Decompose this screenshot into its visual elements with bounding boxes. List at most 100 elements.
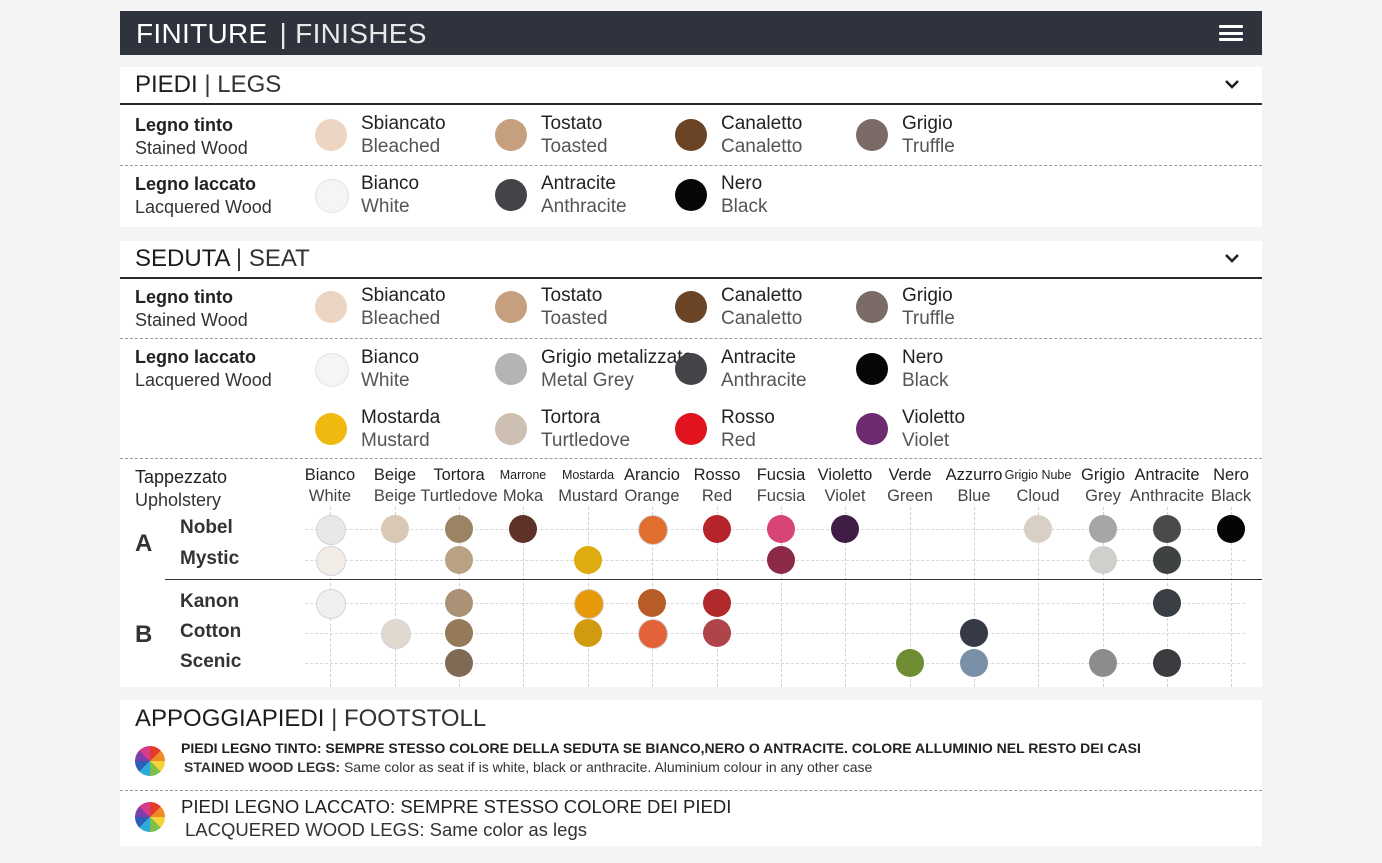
upholstery-column-header: Arancio Orange (624, 466, 680, 505)
grid-line (523, 507, 524, 687)
upholstery-swatch[interactable] (381, 619, 411, 649)
upholstery-swatch[interactable] (1024, 515, 1052, 543)
finish-name-english: Violet (902, 430, 950, 451)
finish-name-english: White (361, 370, 410, 391)
upholstery-swatch[interactable] (703, 589, 731, 617)
legs-stained-row: Legno tinto Stained Wood Sbiancato Bleach… (120, 105, 1262, 166)
color-swatch[interactable] (315, 353, 349, 387)
color-swatch[interactable] (495, 291, 527, 323)
finish-name-english: Metal Grey (541, 370, 634, 391)
upholstery-swatch[interactable] (1153, 649, 1181, 677)
finish-name-italian: Bianco (361, 173, 420, 194)
upholstery-swatch[interactable] (638, 619, 668, 649)
color-swatch[interactable] (675, 179, 707, 211)
upholstery-swatch[interactable] (381, 515, 409, 543)
finish-name-english: Turtledove (541, 430, 631, 451)
color-swatch[interactable] (856, 353, 888, 385)
row-label: Legno tinto Stained Wood (135, 287, 248, 330)
upholstery-swatch[interactable] (960, 619, 988, 647)
upholstery-swatch[interactable] (960, 649, 988, 677)
upholstery-swatch[interactable] (445, 546, 473, 574)
upholstery-column-header: Bianco White (304, 466, 356, 505)
color-swatch[interactable] (675, 119, 707, 151)
finish-label: Mostarda Mustard (361, 406, 440, 452)
upholstery-swatch[interactable] (638, 589, 666, 617)
material-label: Kanon (180, 591, 240, 612)
upholstery-swatch[interactable] (1089, 649, 1117, 677)
title-italian: FINITURE (136, 18, 268, 49)
upholstery-swatch[interactable] (1217, 515, 1245, 543)
material-label: Scenic (180, 651, 242, 672)
finish-name-english: Bleached (361, 136, 441, 157)
color-wheel-icon (135, 802, 165, 832)
seat-lacquered-row: Legno laccato Lacquered Wood Bianco White… (120, 339, 1262, 459)
upholstery-swatch[interactable] (445, 619, 473, 647)
footrest-section-title: APPOGGIAPIEDI | FOOTSTOLL (135, 705, 487, 732)
legs-lacquered-row: Legno laccato Lacquered Wood Bianco White… (120, 166, 1262, 227)
color-swatch[interactable] (495, 413, 527, 445)
upholstery-swatch[interactable] (1153, 546, 1181, 574)
color-swatch[interactable] (495, 179, 527, 211)
upholstery-column-header: Mostarda Mustard (558, 468, 618, 505)
note-english: LACQUERED WOOD LEGS: Same color as legs (185, 819, 587, 840)
upholstery-swatch[interactable] (1089, 546, 1117, 574)
color-swatch[interactable] (315, 413, 347, 445)
finish-name-english: Canaletto (721, 136, 803, 157)
upholstery-swatch[interactable] (509, 515, 537, 543)
footrest-note-stained: PIEDI LEGNO TINTO: SEMPRE STESSO COLORE … (120, 736, 1262, 791)
upholstery-swatch[interactable] (574, 619, 602, 647)
color-swatch[interactable] (315, 291, 347, 323)
finish-name-english: Black (721, 196, 768, 217)
chevron-down-icon[interactable] (1224, 250, 1240, 266)
color-swatch[interactable] (675, 353, 707, 385)
upholstery-swatch[interactable] (638, 515, 668, 545)
color-swatch[interactable] (675, 413, 707, 445)
upholstery-column-header: Grigio Grey (1080, 466, 1125, 505)
finish-name-english: Bleached (361, 308, 441, 329)
grid-line (974, 507, 975, 687)
finish-name-italian: Violetto (902, 407, 966, 428)
finish-label: Bianco White (361, 346, 419, 392)
upholstery-swatch[interactable] (445, 515, 473, 543)
upholstery-swatch[interactable] (574, 589, 604, 619)
upholstery-swatch[interactable] (831, 515, 859, 543)
finish-name-italian: Grigio (902, 113, 953, 134)
finish-name-english: Truffle (902, 308, 955, 329)
color-swatch[interactable] (315, 119, 347, 151)
upholstery-column-header: Tortora Turtledove (420, 466, 498, 505)
color-swatch[interactable] (315, 179, 349, 213)
color-swatch[interactable] (495, 119, 527, 151)
upholstery-swatch[interactable] (316, 546, 346, 576)
upholstery-column-header: Violetto Violet (817, 466, 873, 505)
upholstery-swatch[interactable] (1153, 515, 1181, 543)
upholstery-swatch[interactable] (574, 546, 602, 574)
upholstery-swatch[interactable] (1089, 515, 1117, 543)
upholstery-swatch[interactable] (767, 546, 795, 574)
upholstery-swatch[interactable] (703, 619, 731, 647)
upholstery-column-header: Verde Green (887, 466, 933, 505)
upholstery-swatch[interactable] (896, 649, 924, 677)
color-swatch[interactable] (856, 291, 888, 323)
upholstery-swatch[interactable] (316, 515, 346, 545)
finish-name-english: Canaletto (721, 308, 803, 329)
upholstery-swatch[interactable] (1153, 589, 1181, 617)
note-italian: PIEDI LEGNO LACCATO: SEMPRE STESSO COLOR… (181, 796, 732, 817)
upholstery-column-header: Marrone Moka (499, 468, 547, 505)
upholstery-swatch[interactable] (703, 515, 731, 543)
color-swatch[interactable] (495, 353, 527, 385)
finish-name-english: Toasted (541, 308, 608, 329)
color-swatch[interactable] (675, 291, 707, 323)
upholstery-swatch[interactable] (316, 589, 346, 619)
upholstery-swatch[interactable] (767, 515, 795, 543)
hamburger-menu-icon[interactable] (1219, 25, 1243, 41)
page-title: FINITURE | FINISHES (136, 18, 427, 50)
finish-label: Nero Black (721, 172, 767, 218)
finish-name-italian: Mostarda (361, 407, 441, 428)
legs-section-header[interactable]: PIEDI | LEGS (120, 67, 1262, 105)
chevron-down-icon[interactable] (1224, 76, 1240, 92)
seat-section-header[interactable]: SEDUTA | SEAT (120, 241, 1262, 279)
upholstery-swatch[interactable] (445, 589, 473, 617)
color-swatch[interactable] (856, 413, 888, 445)
upholstery-swatch[interactable] (445, 649, 473, 677)
color-swatch[interactable] (856, 119, 888, 151)
